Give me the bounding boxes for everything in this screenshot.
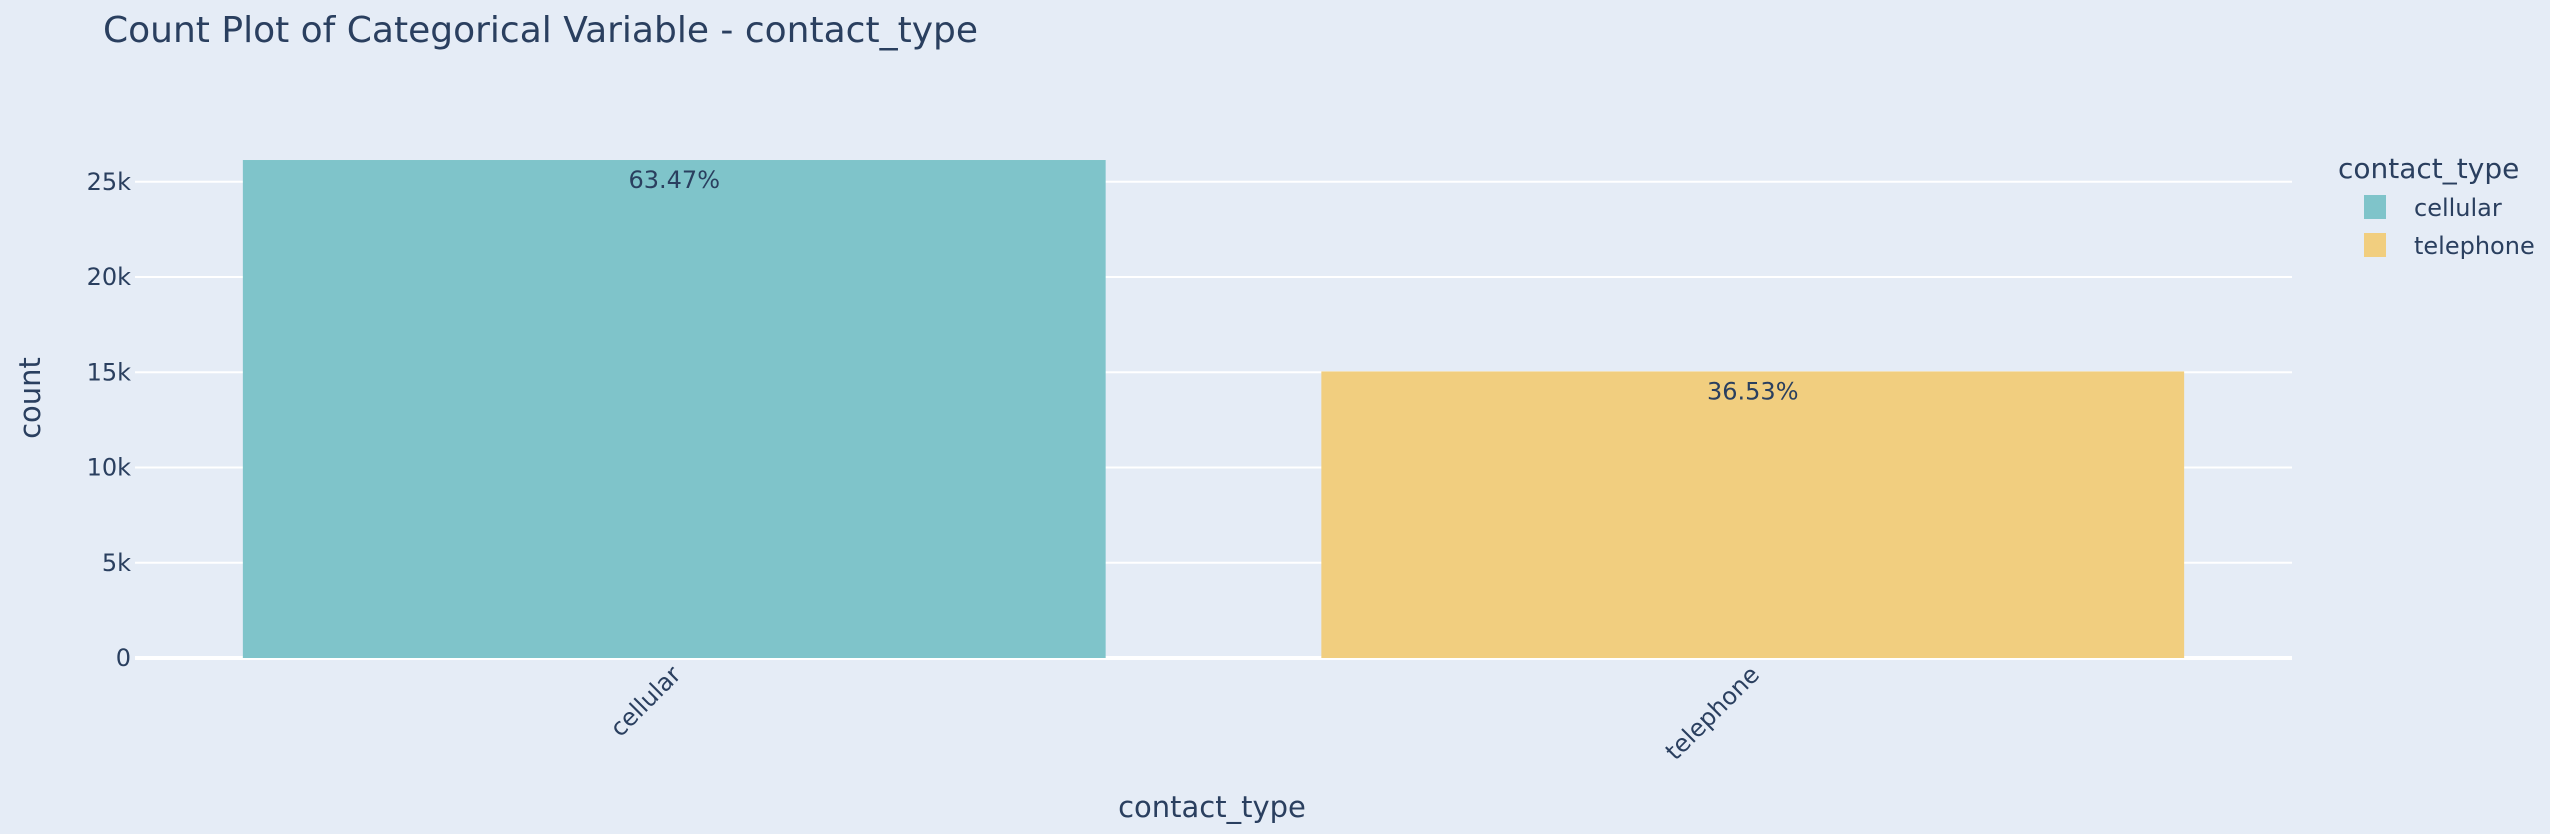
legend-item-telephone[interactable]: telephone xyxy=(2414,232,2535,260)
bar-data-labels: 63.47% 36.53% xyxy=(628,166,1798,405)
legend-swatch-telephone xyxy=(2364,233,2386,257)
legend-swatch-cellular xyxy=(2364,195,2386,219)
chart-title: Count Plot of Categorical Variable - con… xyxy=(103,10,978,51)
y-tick-label: 0 xyxy=(116,644,131,672)
y-tick-label: 15k xyxy=(87,358,132,386)
bar-telephone[interactable] xyxy=(1321,371,2185,658)
y-tick-label: 25k xyxy=(87,168,132,196)
bar-data-label: 36.53% xyxy=(1707,377,1799,405)
legend-item-cellular[interactable]: cellular xyxy=(2414,194,2502,222)
y-tick-label: 10k xyxy=(87,454,132,482)
legend[interactable]: contact_type cellular telephone xyxy=(2338,152,2535,260)
legend-title: contact_type xyxy=(2338,152,2519,185)
y-tick-label: 20k xyxy=(87,263,132,291)
bar-cellular[interactable] xyxy=(242,160,1106,658)
bar-data-label: 63.47% xyxy=(628,166,720,194)
y-tick-label: 5k xyxy=(102,549,131,577)
y-axis-title: count xyxy=(13,357,47,439)
bar-series xyxy=(242,160,2185,658)
x-axis-title: contact_type xyxy=(1118,790,1306,824)
y-axis-ticks: 0 5k 10k 15k 20k 25k xyxy=(87,168,132,672)
